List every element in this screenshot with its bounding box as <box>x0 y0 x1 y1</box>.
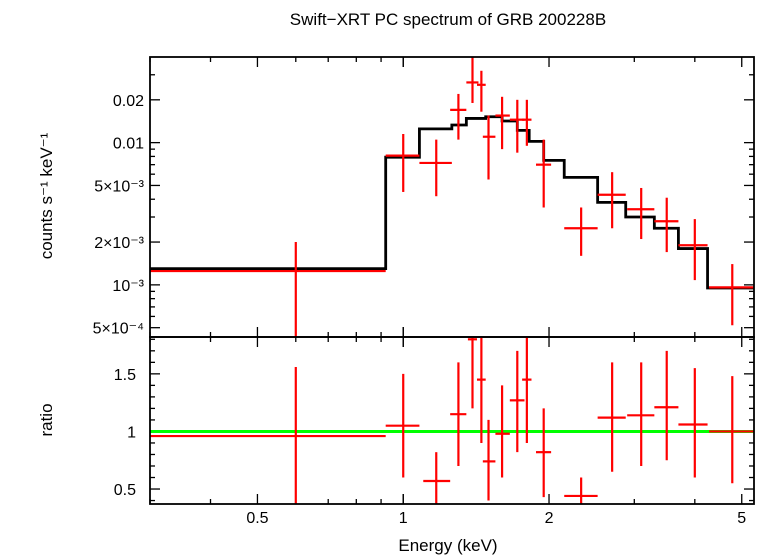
ratio-point <box>627 362 655 466</box>
data-point <box>654 197 679 253</box>
ratio-point <box>564 477 598 504</box>
ratio-panel-frame <box>149 336 755 505</box>
ratio-point <box>509 350 525 453</box>
ratio-point <box>476 337 486 443</box>
bottom-y-axis-label: ratio <box>37 403 56 436</box>
ratio-point <box>150 366 386 504</box>
data-point <box>678 219 708 281</box>
y-tick-label: 0.02 <box>113 93 144 110</box>
data-point <box>150 242 386 337</box>
data-point <box>627 187 655 240</box>
x-tick-label: 1 <box>399 510 408 527</box>
y-tick-label: 10⁻³ <box>112 278 144 295</box>
ratio-point <box>495 385 510 478</box>
ratio-point <box>709 376 754 484</box>
y-tick-label: 0.5 <box>114 482 136 499</box>
data-point <box>597 172 626 229</box>
ratio-point <box>450 362 467 466</box>
data-point <box>466 57 479 103</box>
data-point <box>564 207 598 256</box>
ratio-point <box>654 350 679 461</box>
y-tick-label: 1.5 <box>114 367 136 384</box>
data-point <box>709 264 754 326</box>
y-tick-label: 0.01 <box>113 136 144 153</box>
data-point <box>419 139 452 197</box>
y-tick-label: 5×10⁻⁴ <box>93 321 144 338</box>
data-point <box>476 70 486 112</box>
ratio-point <box>482 419 496 501</box>
chart-title: Swift−XRT PC spectrum of GRB 200228B <box>290 10 606 29</box>
y-tick-label: 1 <box>127 424 136 441</box>
data-point <box>495 96 510 150</box>
ratio-point <box>522 337 532 443</box>
x-tick-label: 5 <box>737 510 746 527</box>
ratio-point <box>597 362 626 472</box>
ratio-point <box>536 408 552 498</box>
data-point <box>522 99 532 146</box>
x-tick-label: 2 <box>545 510 554 527</box>
y-tick-label: 5×10⁻³ <box>94 178 144 195</box>
top-y-axis-label: counts s⁻¹ keV⁻¹ <box>37 132 56 259</box>
ratio-point <box>385 373 420 478</box>
ratio-point <box>467 337 477 409</box>
data-point <box>450 93 467 140</box>
spectrum-panel: 5×10⁻⁴ 10⁻³ 2×10⁻³ 5×10⁻³ 0.01 0.02 <box>93 56 755 338</box>
ratio-panel: 0.5 1 1.5 0.5 1 2 5 <box>114 336 755 527</box>
data-point <box>385 133 420 192</box>
data-point <box>509 99 525 153</box>
data-point <box>536 139 552 208</box>
spectrum-panel-frame <box>149 56 755 338</box>
model-step-line <box>150 115 754 290</box>
x-tick-label: 0.5 <box>246 510 268 527</box>
x-axis-label: Energy (keV) <box>398 536 497 555</box>
y-tick-label: 2×10⁻³ <box>94 235 144 252</box>
ratio-point <box>678 368 708 478</box>
ratio-point <box>423 452 451 504</box>
data-point <box>482 115 496 180</box>
